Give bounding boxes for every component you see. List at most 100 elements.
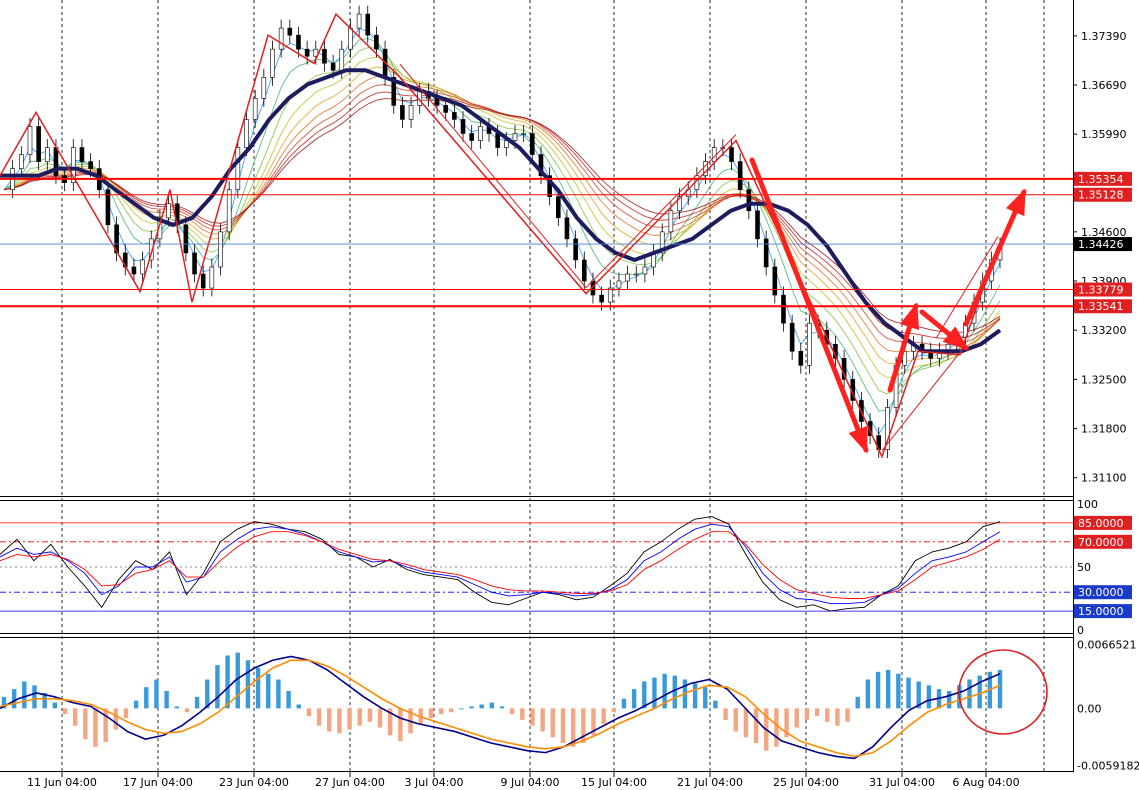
- macd-histogram-bar: [388, 708, 393, 736]
- macd-histogram-bar: [1, 696, 7, 709]
- macd-histogram-bar: [621, 698, 627, 709]
- macd-histogram-bar: [814, 708, 820, 717]
- macd-histogram-bar: [611, 708, 616, 713]
- candle-body: [200, 273, 206, 289]
- macd-histogram-bar: [83, 708, 88, 740]
- macd-histogram-bar: [804, 708, 810, 720]
- x-tick-label: 27 Jun 04:00: [315, 776, 385, 789]
- candle-body: [365, 13, 371, 36]
- macd-histogram-bar: [255, 667, 261, 709]
- macd-histogram-bar: [194, 696, 200, 709]
- price-level-label: 1.35354: [1078, 173, 1124, 186]
- macd-histogram-bar: [896, 673, 901, 709]
- macd-histogram-bar: [245, 660, 251, 709]
- macd-histogram-bar: [520, 708, 525, 720]
- candle-body: [183, 224, 189, 254]
- x-tick-label: 15 Jul 04:00: [581, 776, 647, 789]
- macd-histogram-bar: [377, 708, 383, 728]
- candle-body: [79, 147, 85, 162]
- candle-body: [348, 27, 353, 50]
- candle-body: [581, 259, 587, 282]
- candle-body: [763, 238, 769, 268]
- price-level-box: [1074, 171, 1132, 186]
- candle-body: [88, 161, 93, 169]
- macd-histogram-bar: [164, 691, 169, 709]
- candle-body: [36, 126, 41, 162]
- macd-histogram-bar: [601, 708, 606, 724]
- price-panel: [0, 5, 1073, 459]
- macd-histogram-bar: [692, 683, 698, 709]
- x-tick-label: 11 Jun 04:00: [27, 776, 97, 789]
- macd-histogram-bar: [42, 692, 47, 709]
- price-level-label: 1.33779: [1078, 284, 1124, 297]
- stoch-series-line: [0, 523, 1001, 604]
- macd-histogram-bar: [438, 708, 444, 715]
- macd-histogram-bar: [205, 679, 210, 709]
- candle-body: [555, 196, 561, 219]
- macd-histogram-bar: [347, 708, 352, 730]
- stoch-level-box: [1074, 604, 1132, 619]
- macd-histogram-bar: [459, 708, 464, 710]
- candle-body: [209, 266, 215, 289]
- macd-histogram-bar: [144, 687, 149, 709]
- candle-body: [70, 147, 76, 183]
- x-tick-label: 9 Jul 04:00: [501, 776, 560, 789]
- macd-histogram-bar: [855, 696, 860, 709]
- macd-histogram-bar: [733, 708, 738, 732]
- candle-body: [313, 48, 319, 57]
- macd-histogram-bar: [845, 708, 850, 722]
- time-axis: 11 Jun 04:00 17 Jun 04:00 23 Jun 04:00 27 J…: [27, 772, 1020, 789]
- macd-histogram-bar: [337, 708, 342, 734]
- candle-body: [564, 217, 570, 240]
- macd-histogram-bar: [835, 708, 840, 726]
- candle-body: [737, 161, 743, 190]
- macd-histogram-bar: [977, 675, 982, 709]
- stoch-level-label: 70.0000: [1078, 536, 1124, 549]
- down-arrow-small-head: [942, 326, 970, 351]
- macd-histogram-bar: [296, 704, 301, 709]
- macd-histogram-bar: [11, 689, 17, 709]
- price-level-label: 1.33541: [1078, 300, 1124, 313]
- candle-body: [443, 105, 449, 113]
- down-arrow: [749, 157, 869, 453]
- channel-line: [399, 63, 587, 288]
- macd-histogram-bar: [825, 708, 830, 722]
- candle-body: [408, 105, 414, 120]
- candle-body: [452, 112, 457, 120]
- channel-line: [881, 351, 961, 451]
- macd-series-line: [0, 659, 1001, 758]
- macd-histogram-bar: [652, 677, 657, 709]
- macd-histogram-bar: [997, 669, 1003, 709]
- y-tick-label: 1.34600: [1081, 226, 1127, 239]
- candle-body: [148, 238, 154, 261]
- macd-histogram-bar: [509, 708, 515, 715]
- candle-body: [530, 133, 535, 155]
- candle-body: [867, 421, 873, 436]
- macd-histogram-bar: [32, 685, 37, 709]
- macd-histogram-bar: [631, 689, 637, 709]
- candle-body: [885, 407, 890, 450]
- y-tick-label: 1.36690: [1081, 79, 1127, 92]
- macd-histogram-bar: [886, 669, 891, 709]
- candle-body: [547, 175, 552, 198]
- candle-body: [330, 62, 336, 71]
- y-tick-label: 1.32500: [1081, 373, 1127, 386]
- macd-histogram-bar: [642, 681, 647, 709]
- macd-histogram-bar: [662, 673, 667, 709]
- candle-body: [642, 266, 648, 275]
- up-arrow-large: [963, 189, 1027, 327]
- x-tick-label: 23 Jun 04:00: [219, 776, 289, 789]
- macd-histogram-bar: [62, 708, 68, 715]
- stoch-level-label: 30.0000: [1078, 586, 1124, 599]
- macd-histogram-bar: [448, 708, 454, 713]
- macd-histogram-bar: [154, 679, 159, 709]
- candle-body: [235, 147, 241, 190]
- macd-histogram-bar: [550, 708, 556, 738]
- macd-axis-label: -0.0059182: [1077, 759, 1139, 772]
- candle-body: [772, 266, 778, 296]
- stoch-level-label: 15.0000: [1078, 605, 1124, 618]
- macd-histogram-bar: [174, 706, 179, 709]
- price-level-label: 1.35128: [1078, 189, 1124, 202]
- macd-histogram-bar: [123, 708, 129, 718]
